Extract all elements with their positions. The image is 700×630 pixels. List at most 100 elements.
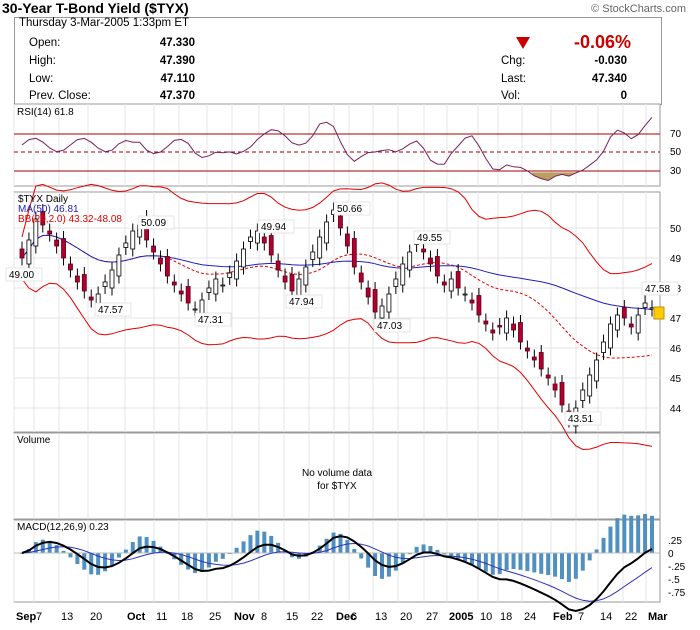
x-label-25: 25 <box>209 611 221 623</box>
candle <box>151 245 156 253</box>
macd-bar <box>636 515 641 553</box>
macd-bar <box>206 553 211 568</box>
macd-bar <box>110 553 114 566</box>
x-label-2005: 2005 <box>449 611 473 623</box>
x-label-15: 15 <box>286 611 298 623</box>
macd-bar <box>193 553 198 573</box>
candle <box>552 383 558 391</box>
candle <box>102 281 108 287</box>
macd-bar <box>428 545 433 553</box>
candle <box>434 256 440 277</box>
macd-bar <box>650 515 654 553</box>
candle <box>490 329 496 334</box>
volume-label: Volume <box>17 435 51 446</box>
candle <box>365 287 371 298</box>
bb-upper-band <box>21 182 653 275</box>
x-label-7: 7 <box>36 611 42 623</box>
macd-bar <box>386 553 391 577</box>
macd-bar <box>393 553 398 571</box>
x-label-18: 18 <box>181 611 193 623</box>
macd-bar <box>331 532 336 553</box>
candle <box>227 272 233 278</box>
low-label: Low: <box>29 73 54 85</box>
macd-bar <box>186 553 191 570</box>
annotation-50.66: 50.66 <box>337 204 362 215</box>
macd-bar <box>144 537 149 553</box>
candle <box>441 281 447 286</box>
macd-bar <box>130 542 135 553</box>
candle <box>206 287 212 293</box>
candle <box>81 274 87 292</box>
macd-bar <box>54 545 59 553</box>
macd-bar <box>442 553 447 555</box>
high-value: 47.390 <box>159 55 195 67</box>
down-arrow-icon <box>516 37 530 49</box>
macd-bar <box>103 553 108 572</box>
macd-bar <box>532 553 537 573</box>
x-label-Dec: Dec <box>336 611 356 623</box>
candle <box>524 347 530 352</box>
candle <box>261 236 267 244</box>
macd-bar <box>234 547 239 553</box>
macd-bar <box>546 553 551 575</box>
annotation-47.58: 47.58 <box>645 284 670 295</box>
candle <box>372 289 378 313</box>
x-label-8: 8 <box>261 611 267 623</box>
macd-bar <box>255 530 260 553</box>
price-annotations: 50.09 49.94 50.66 49.55 49.00 47.57 47.31 47.94… <box>5 201 679 426</box>
macd-bar <box>553 553 558 577</box>
candle <box>608 323 613 349</box>
macd-label: MACD(12,26,9) 0.23 <box>17 522 109 533</box>
candle <box>88 296 94 301</box>
x-label-22: 22 <box>311 611 323 623</box>
macd-bar <box>220 553 225 559</box>
high-label: High: <box>29 55 56 67</box>
macd-line <box>21 535 653 613</box>
change-percent: -0.06% <box>573 32 631 52</box>
chg-label: Chg: <box>501 55 526 67</box>
copyright-text[interactable]: © StockCharts.com <box>591 3 686 15</box>
candle <box>61 238 66 259</box>
volume-panel-frame <box>13 432 661 520</box>
annotation-47.31: 47.31 <box>198 315 223 326</box>
candle <box>185 286 191 304</box>
macd-bar <box>566 553 571 582</box>
rsi-label: RSI(14) 61.8 <box>17 107 74 118</box>
chg-value: -0.030 <box>594 55 627 67</box>
candle <box>531 356 537 361</box>
page-title: 30-Year T-Bond Yield ($TYX) <box>2 0 189 16</box>
macd-bar <box>40 539 45 553</box>
macd-bar <box>352 549 357 553</box>
macd-bar <box>643 513 648 553</box>
candle <box>254 230 260 244</box>
candle <box>351 238 357 268</box>
macd-bar <box>345 539 350 553</box>
macd-bar <box>96 553 101 575</box>
rsi-tick-50: 50 <box>670 147 682 158</box>
macd-tick: .25 <box>668 536 682 547</box>
x-label-27: 27 <box>426 611 438 623</box>
annotation-47.57: 47.57 <box>98 305 123 316</box>
candle <box>130 230 136 250</box>
price-tick-47: 47 <box>670 314 682 325</box>
macd-bar <box>587 553 592 561</box>
price-tick-49: 49 <box>670 254 682 265</box>
macd-tick: -.5 <box>668 575 680 586</box>
ma-label: MA(50) 46.81 <box>18 204 79 215</box>
macd-bar <box>483 553 488 572</box>
annotation-43.51: 43.51 <box>568 414 593 425</box>
macd-bar <box>123 549 128 553</box>
candle <box>635 314 641 334</box>
bb-lower-band <box>21 278 653 451</box>
annotation-49.00: 49.00 <box>9 270 34 281</box>
macd-bar <box>470 553 474 565</box>
candle <box>178 290 184 295</box>
macd-tick: -.75 <box>668 588 686 599</box>
candle <box>40 211 46 226</box>
volume-note-line1: No volume data <box>302 468 372 479</box>
macd-bar <box>525 553 530 572</box>
macd-bar <box>629 515 634 553</box>
macd-bar <box>400 553 405 563</box>
candle <box>379 305 385 319</box>
